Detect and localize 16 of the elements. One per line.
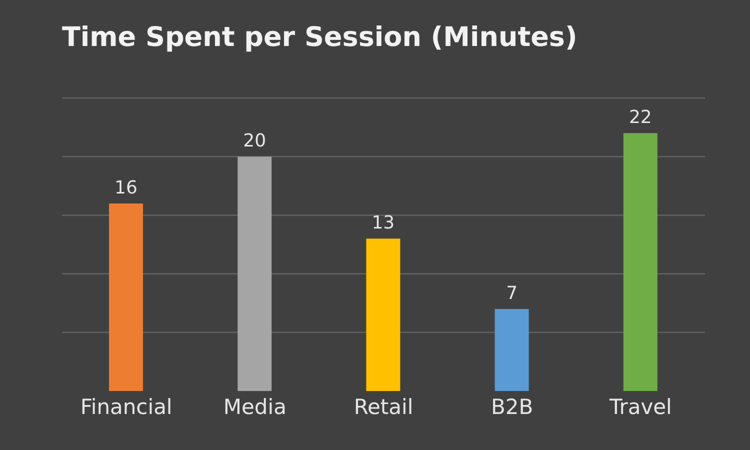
- bar: [109, 203, 143, 391]
- data-label: 22: [628, 107, 652, 128]
- data-label: 16: [114, 177, 138, 198]
- data-label: 7: [506, 282, 518, 304]
- data-label: 13: [372, 212, 395, 234]
- x-tick-label: Financial: [80, 394, 172, 419]
- bar: [494, 308, 529, 391]
- bar: [623, 133, 658, 391]
- x-tick-label: B2B: [491, 394, 534, 419]
- x-tick-label: Media: [223, 394, 286, 419]
- x-tick-label: Retail: [354, 394, 414, 419]
- x-tick-label: Travel: [608, 394, 672, 419]
- data-label: 20: [243, 130, 266, 152]
- bar: [238, 156, 272, 391]
- bar: [366, 238, 400, 391]
- chart-title: Time Spent per Session (Minutes): [62, 22, 578, 53]
